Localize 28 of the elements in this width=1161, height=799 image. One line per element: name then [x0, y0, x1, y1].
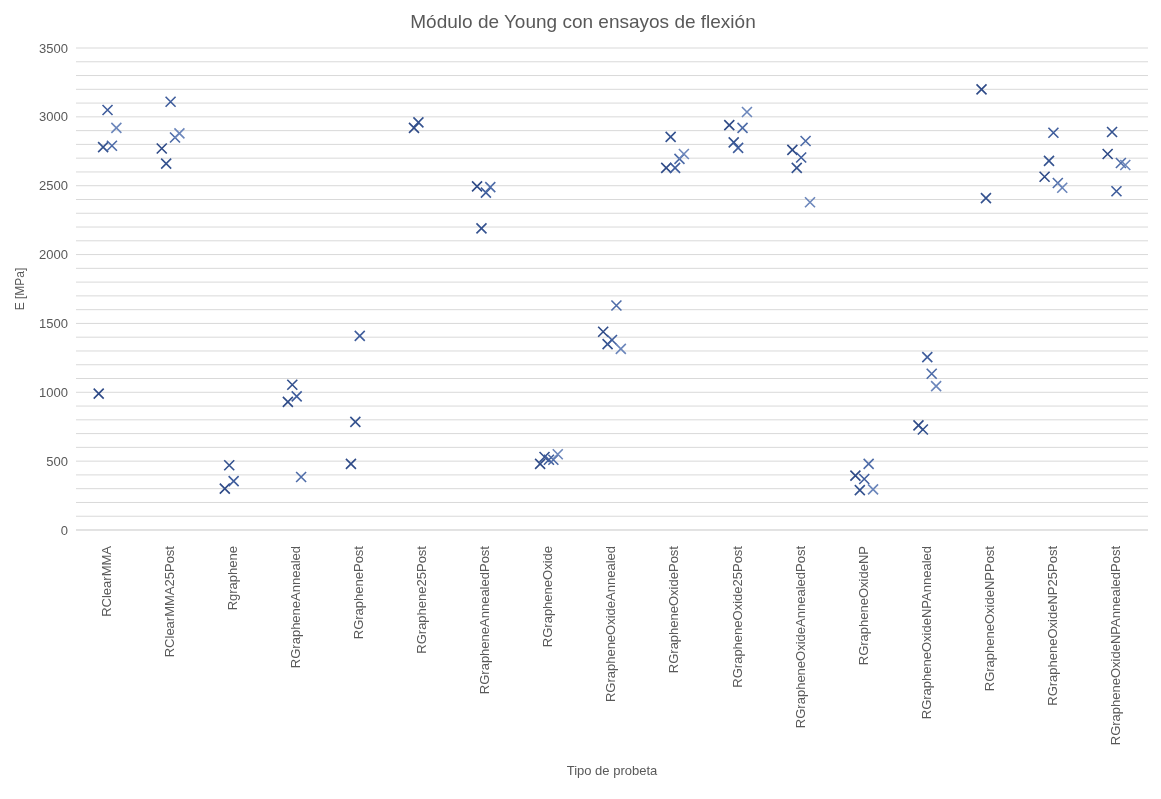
- x-tick-label: RGraphene25Post: [414, 545, 430, 654]
- x-tick-label: RGrapheneOxideNPPost: [981, 545, 997, 692]
- y-tick-label: 3500: [39, 40, 68, 56]
- x-tick-label: RGrapheneOxideAnnealedPost: [792, 545, 808, 729]
- chart-title: Módulo de Young con ensayos de flexión: [409, 10, 757, 34]
- x-tick-label: RClearMMA25Post: [162, 545, 178, 658]
- x-tick-label: RGrapheneOxideNPAnnealed: [918, 546, 934, 720]
- y-axis-title: E [MPa]: [13, 267, 28, 311]
- x-tick-label: RGrapheneAnnealed: [288, 546, 304, 669]
- y-tick-label: 1000: [39, 384, 68, 400]
- x-tick-label: RGrapheneOxide25Post: [729, 545, 745, 688]
- y-tick-label: 3000: [39, 109, 68, 125]
- y-tick-label: 1500: [39, 316, 68, 332]
- y-tick-label: 2500: [39, 178, 68, 194]
- x-tick-label: RGrapheneOxide: [540, 546, 556, 648]
- x-tick-label: Rgraphene: [225, 546, 241, 611]
- y-tick-label: 500: [46, 453, 68, 469]
- x-tick-label: RGrapheneOxideAnnealed: [603, 546, 619, 703]
- x-tick-label: RClearMMA: [98, 545, 114, 617]
- x-tick-label: RGrapheneOxideNPAnnealedPost: [1107, 545, 1123, 746]
- y-tick-label: 0: [60, 522, 68, 538]
- x-tick-label: RGrapheneAnnealedPost: [477, 545, 493, 695]
- x-tick-label: RGrapheneOxideNP25Post: [1044, 545, 1060, 706]
- y-tick-label: 2000: [39, 247, 68, 263]
- x-tick-label: RGraphenePost: [351, 545, 367, 640]
- x-axis-title: Tipo de probeta: [566, 763, 659, 778]
- x-tick-label: RGrapheneOxideNP: [855, 546, 871, 666]
- x-tick-label: RGrapheneOxidePost: [666, 545, 682, 674]
